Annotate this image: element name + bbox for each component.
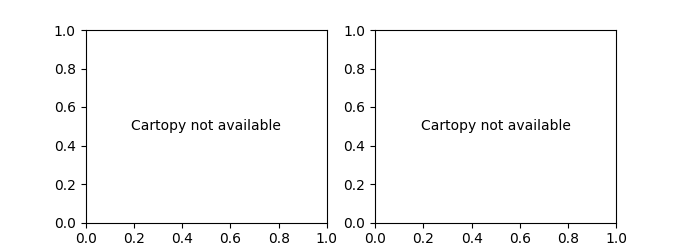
Text: Cartopy not available: Cartopy not available [421, 119, 571, 133]
Text: Cartopy not available: Cartopy not available [132, 119, 282, 133]
